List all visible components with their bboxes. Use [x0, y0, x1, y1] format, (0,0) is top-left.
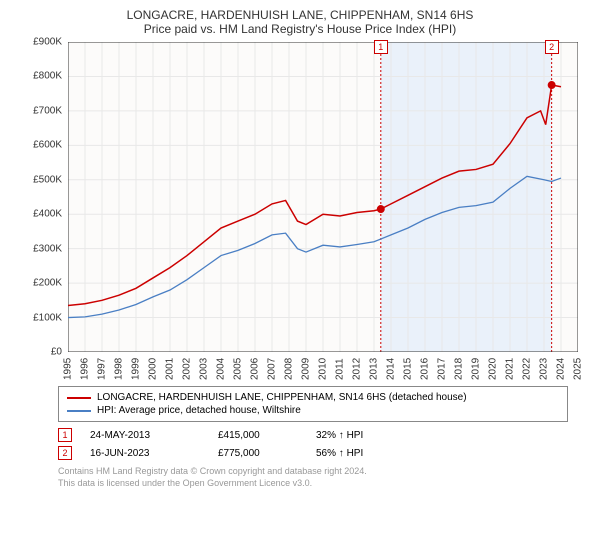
x-tick-label: 2011: [335, 358, 346, 380]
x-tick-label: 2001: [165, 358, 176, 380]
legend: LONGACRE, HARDENHUISH LANE, CHIPPENHAM, …: [58, 386, 568, 422]
x-tick-label: 2012: [352, 358, 363, 380]
x-tick-label: 2015: [403, 358, 414, 380]
x-tick-label: 2006: [250, 358, 261, 380]
x-tick-label: 2003: [199, 358, 210, 380]
legend-row: LONGACRE, HARDENHUISH LANE, CHIPPENHAM, …: [67, 391, 559, 404]
x-tick-label: 2002: [182, 358, 193, 380]
x-tick-label: 1997: [97, 358, 108, 380]
transaction-price: £415,000: [218, 430, 298, 441]
transaction-pct: 56% ↑ HPI: [316, 448, 363, 459]
x-tick-label: 1998: [114, 358, 125, 380]
x-tick-label: 2021: [505, 358, 516, 380]
x-tick-label: 2008: [284, 358, 295, 380]
legend-swatch: [67, 410, 91, 412]
x-tick-label: 2007: [267, 358, 278, 380]
x-tick-label: 1995: [63, 358, 74, 380]
y-tick-label: £600K: [33, 140, 62, 151]
transaction-date: 24-MAY-2013: [90, 430, 200, 441]
x-tick-label: 2020: [488, 358, 499, 380]
y-tick-label: £200K: [33, 278, 62, 289]
chart-title: LONGACRE, HARDENHUISH LANE, CHIPPENHAM, …: [12, 8, 588, 22]
y-tick-label: £900K: [33, 37, 62, 48]
x-tick-label: 2019: [471, 358, 482, 380]
x-tick-label: 2010: [318, 358, 329, 380]
legend-label: LONGACRE, HARDENHUISH LANE, CHIPPENHAM, …: [97, 392, 467, 403]
y-tick-label: £700K: [33, 105, 62, 116]
x-tick-label: 2018: [454, 358, 465, 380]
x-tick-label: 2004: [216, 358, 227, 380]
y-tick-label: £100K: [33, 312, 62, 323]
y-tick-label: £500K: [33, 174, 62, 185]
footer-attribution: Contains HM Land Registry data © Crown c…: [58, 466, 568, 489]
chart-area: £0 £100K £200K £300K £400K £500K £600K £700K £80…: [22, 42, 578, 382]
x-tick-label: 2009: [301, 358, 312, 380]
transaction-row: 2 16-JUN-2023 £775,000 56% ↑ HPI: [58, 444, 568, 462]
y-tick-label: £0: [51, 347, 62, 358]
footer-line-1: Contains HM Land Registry data © Crown c…: [58, 466, 568, 478]
transaction-date: 16-JUN-2023: [90, 448, 200, 459]
callout-marker: 1: [374, 40, 388, 54]
x-tick-label: 2014: [386, 358, 397, 380]
chart-container: LONGACRE, HARDENHUISH LANE, CHIPPENHAM, …: [0, 0, 600, 560]
x-tick-label: 2024: [556, 358, 567, 380]
x-tick-label: 2022: [522, 358, 533, 380]
callout-marker: 2: [545, 40, 559, 54]
x-tick-label: 2000: [148, 358, 159, 380]
x-axis: 1995199619971998199920002001200220032004…: [68, 356, 578, 382]
transaction-row: 1 24-MAY-2013 £415,000 32% ↑ HPI: [58, 426, 568, 444]
x-tick-label: 2017: [437, 358, 448, 380]
chart-subtitle: Price paid vs. HM Land Registry's House …: [12, 22, 588, 36]
x-tick-label: 1996: [80, 358, 91, 380]
legend-label: HPI: Average price, detached house, Wilt…: [97, 405, 301, 416]
plot-svg: [68, 42, 578, 352]
legend-swatch: [67, 397, 91, 399]
transaction-pct: 32% ↑ HPI: [316, 430, 363, 441]
footer-line-2: This data is licensed under the Open Gov…: [58, 478, 568, 490]
x-tick-label: 1999: [131, 358, 142, 380]
x-tick-label: 2005: [233, 358, 244, 380]
x-tick-label: 2013: [369, 358, 380, 380]
transaction-marker: 2: [58, 446, 72, 460]
transaction-marker: 1: [58, 428, 72, 442]
y-axis: £0£100K£200K£300K£400K£500K£600K£700K£80…: [22, 42, 66, 352]
transaction-price: £775,000: [218, 448, 298, 459]
legend-row: HPI: Average price, detached house, Wilt…: [67, 404, 559, 417]
y-tick-label: £800K: [33, 71, 62, 82]
transactions-table: 1 24-MAY-2013 £415,000 32% ↑ HPI 2 16-JU…: [58, 426, 568, 462]
x-tick-label: 2023: [539, 358, 550, 380]
x-tick-label: 2025: [573, 358, 584, 380]
y-tick-label: £400K: [33, 209, 62, 220]
x-tick-label: 2016: [420, 358, 431, 380]
y-tick-label: £300K: [33, 243, 62, 254]
